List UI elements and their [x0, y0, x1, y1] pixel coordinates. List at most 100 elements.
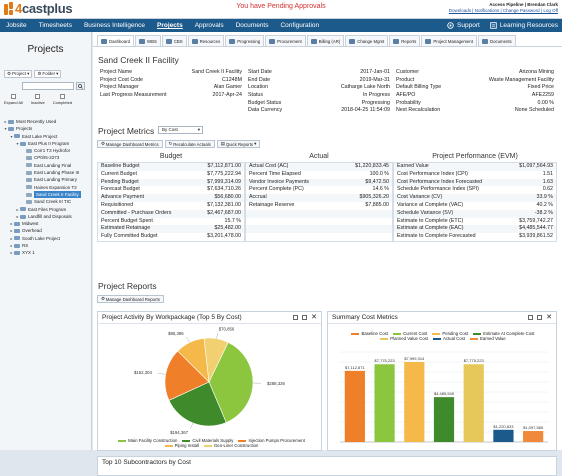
tree-node[interactable]: ▸Most Recently Used	[3, 118, 91, 125]
metric-value: $905,326.20	[360, 194, 389, 202]
nav-projects[interactable]: Projects	[151, 19, 189, 32]
gear-icon: ⚙	[37, 71, 41, 77]
user-links[interactable]: Downloads | Notifications | Change Passw…	[449, 8, 558, 14]
bar[interactable]	[345, 371, 365, 442]
tree-node[interactable]: East Landing Phase III	[3, 169, 91, 176]
metric-value: $1,220,833.45	[355, 163, 389, 171]
tab-documents[interactable]: Documents	[478, 35, 516, 46]
legend-item[interactable]: Earned Value	[470, 336, 506, 341]
info-label: Status	[248, 92, 263, 100]
info-label: Default Billing Type	[396, 84, 441, 92]
nav-configuration[interactable]: Configuration	[274, 19, 325, 32]
tab-label: Change Mgmt	[357, 39, 384, 44]
tree-node[interactable]: ▾Projects	[3, 125, 91, 132]
metric-value: $7,775,222.94	[207, 171, 241, 179]
metric-value: $56,680.00	[214, 194, 241, 202]
tree-node[interactable]: Haines Expansion T2	[3, 184, 91, 191]
legend-item[interactable]: Actual Cost	[433, 336, 465, 341]
search-button[interactable]	[76, 82, 85, 90]
expand-all-checkbox[interactable]: Expand All	[4, 94, 23, 105]
tree-node[interactable]: CP0/I5-2273	[3, 154, 91, 161]
manage-dashboard-metrics-button[interactable]: ⚙Manage Dashboard Metrics	[97, 140, 163, 148]
tab-cbs[interactable]: CBS	[162, 35, 187, 46]
tree-node[interactable]: East Landing Final	[3, 162, 91, 169]
bar[interactable]	[374, 364, 394, 442]
metric-row: Fully Committed Budget$3,201,478.00	[98, 233, 244, 241]
tree-node[interactable]: ▾East Lake Project	[3, 133, 91, 140]
metric-value: -38.2 %	[535, 210, 553, 218]
bar[interactable]	[434, 397, 454, 442]
quick-reports-button[interactable]: ▤Quick Reports▾	[217, 140, 260, 148]
legend-swatch	[432, 333, 440, 335]
tab-project-management[interactable]: Project Management	[421, 35, 477, 46]
project-menu-button[interactable]: ⚙ Project ▾	[4, 70, 32, 78]
tree-node[interactable]: Sand Creek III TIC	[3, 198, 91, 205]
completed-checkbox[interactable]: Completed	[53, 94, 72, 105]
recalculate-actuals-button[interactable]: ↻Recalculate Actuals	[165, 140, 215, 148]
nav-documents[interactable]: Documents	[230, 19, 275, 32]
print-icon[interactable]	[537, 315, 542, 320]
nav-business-intelligence[interactable]: Business Intelligence	[78, 19, 151, 32]
tree-node[interactable]: Corr1 T3 Hydrofor	[3, 147, 91, 154]
tree-node[interactable]: ▸Overhead	[3, 227, 91, 234]
nav-timesheets[interactable]: Timesheets	[33, 19, 78, 32]
manage-dashboard-reports-button[interactable]: ⚙Manage Dashboard Reports	[97, 295, 164, 303]
legend-item[interactable]: Geo-Liner Construction	[204, 443, 258, 448]
tree-node[interactable]: ▸East Files Program	[3, 206, 91, 213]
tab-reports[interactable]: Reports	[389, 35, 420, 46]
info-value: C1248M	[222, 77, 242, 85]
inactive-checkbox[interactable]: Inactive	[31, 94, 45, 105]
close-icon[interactable]: ✕	[546, 315, 552, 320]
metric-value: $4,485,544.77	[519, 225, 553, 233]
metric-row: Earned Value$1,097,564.93	[394, 163, 556, 171]
info-label: Project Name	[100, 69, 132, 77]
metric-label: Retainage Reserve	[249, 202, 294, 210]
quick-reports-label: Quick Reports	[226, 142, 253, 147]
metric-row: Variance at Complete (VAC)40.2 %	[394, 202, 556, 210]
print-icon[interactable]	[302, 315, 307, 320]
nav-support[interactable]: Support	[447, 22, 480, 29]
tree-node[interactable]: ▸South Lake Project	[3, 235, 91, 242]
tab-billing-ar[interactable]: Billing (AR)	[307, 35, 345, 46]
metrics-select[interactable]: By Cost ▾	[158, 126, 203, 134]
legend-item[interactable]: Piping Install	[165, 443, 199, 448]
bar[interactable]	[404, 362, 424, 442]
bar[interactable]	[523, 431, 543, 442]
export-icon[interactable]	[528, 315, 533, 320]
tree-node[interactable]: Sand Creek II Facility	[3, 191, 91, 198]
folder-menu-button[interactable]: ⚙ Folder ▾	[34, 70, 61, 78]
tree-node[interactable]: ▸XYX 1	[3, 249, 91, 256]
tree-node[interactable]: East Landing Primary	[3, 176, 91, 183]
project-search-input[interactable]	[22, 82, 74, 90]
metric-label: Cost Performance Index (CPI)	[397, 171, 468, 179]
tree-node[interactable]: ▸Midwest	[3, 220, 91, 227]
tab-wbs[interactable]: WBS	[135, 35, 161, 46]
close-icon[interactable]: ✕	[311, 315, 317, 320]
export-icon[interactable]	[293, 315, 298, 320]
metric-value: 1.63	[543, 179, 553, 187]
tab-procurement[interactable]: Procurement	[265, 35, 306, 46]
tree-node[interactable]: ▸RS	[3, 242, 91, 249]
bar-chart: $7,112,871$7,775,223$7,999,314$4,485,545…	[328, 342, 556, 452]
tree-node[interactable]: ▾East Plus II Program	[3, 140, 91, 147]
bar[interactable]	[464, 364, 484, 442]
tab-resources[interactable]: Resources	[188, 35, 225, 46]
bar[interactable]	[493, 430, 513, 442]
nav-learning-resources[interactable]: Learning Resources	[490, 22, 558, 29]
tree-node-label: East Lake Project	[22, 133, 57, 140]
legend-item[interactable]: Planned Value Cost	[380, 336, 428, 341]
tab-progressing[interactable]: Progressing	[225, 35, 264, 46]
nav-approvals[interactable]: Approvals	[189, 19, 230, 32]
metric-label: Current Budget	[101, 171, 137, 179]
tree-node[interactable]: ▸Landfill and Disposals	[3, 213, 91, 220]
tab-icon	[393, 39, 399, 44]
pie-label-leader	[190, 423, 193, 429]
metric-row: Advance Payment$56,680.00	[98, 194, 244, 202]
tab-change-mgmt[interactable]: Change Mgmt	[345, 35, 388, 46]
nav-jobsite[interactable]: Jobsite	[0, 19, 33, 32]
tab-dashboard[interactable]: Dashboard	[97, 35, 134, 46]
